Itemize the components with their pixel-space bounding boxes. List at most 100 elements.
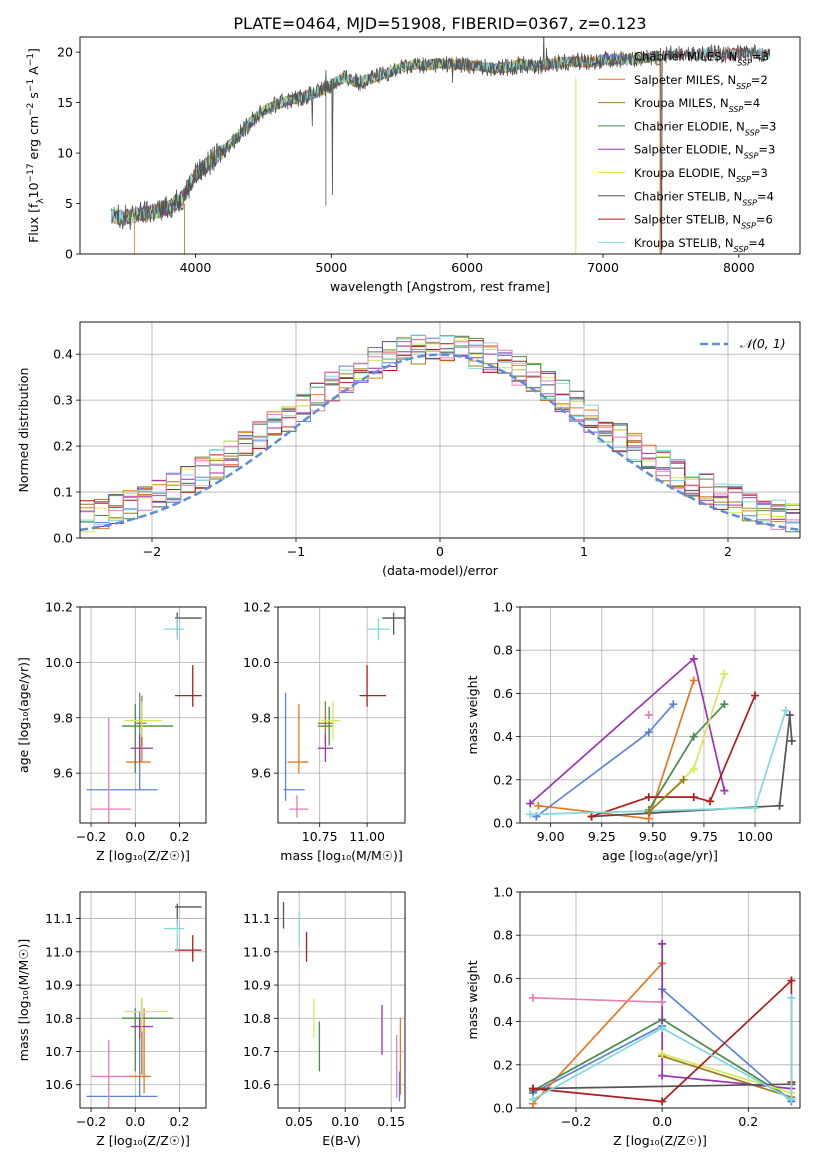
weight-marker — [689, 732, 698, 741]
weight-marker — [787, 736, 796, 745]
y-tick-label: 0.0 — [53, 531, 73, 546]
x-tick-label: 0.0 — [652, 1114, 672, 1129]
legend-entry: Kroupa STELIB, NSSP=4 — [634, 236, 765, 254]
weight-marker — [787, 976, 796, 985]
y-tick-label: 10.6 — [243, 1077, 271, 1092]
y-tick-label: 10.8 — [45, 1011, 73, 1026]
x-tick-label: 0.2 — [170, 1114, 190, 1129]
y-tick-label: 0.0 — [493, 1101, 513, 1116]
y-tick-label: 0.2 — [53, 439, 73, 454]
x-tick-label: −0.2 — [76, 1114, 106, 1129]
weight-marker — [644, 808, 653, 817]
axes-frame — [277, 891, 406, 1109]
x-tick-label: 9.75 — [690, 829, 718, 844]
y-axis-label: age [log₁₀(age/yr)] — [16, 657, 31, 773]
plot-area — [86, 612, 202, 823]
x-axis-label: (data-model)/error — [382, 563, 499, 578]
x-axis-label: Z [log₁₀(Z/Z☉)] — [96, 848, 190, 863]
x-tick-label: 8000 — [723, 260, 755, 275]
weight-marker — [787, 993, 796, 1002]
legend-nssp-value: 4 — [753, 96, 760, 110]
x-tick-label: 11.00 — [349, 829, 385, 844]
x-tick-label: 0.10 — [331, 1114, 359, 1129]
legend-series-name: Kroupa STELIB — [634, 236, 718, 250]
weight-line — [591, 714, 793, 818]
legend-entry: 𝒩(0, 1) — [740, 336, 786, 351]
y-tick-label: 0.6 — [493, 971, 513, 986]
y-axis-label-part: A — [26, 66, 41, 79]
weight-line — [532, 997, 793, 1101]
y-tick-label: 10.8 — [243, 1011, 271, 1026]
legend-nssp-value: 3 — [768, 143, 775, 157]
weight-marker — [787, 1095, 796, 1104]
x-axis-label: E(B-V) — [322, 1133, 361, 1148]
legend-series-name: Chabrier ELODIE — [634, 119, 729, 133]
x-tick-label: −0.2 — [76, 829, 106, 844]
legend-nssp-sub: SSP — [745, 128, 760, 137]
legend-nssp-value: 3 — [769, 119, 776, 133]
plot-area — [110, 37, 771, 254]
y-tick-label: 10.6 — [45, 1077, 73, 1092]
weight-marker — [526, 799, 535, 808]
y-tick-label: 10.7 — [45, 1044, 73, 1059]
x-tick-label: 0.15 — [377, 1114, 405, 1129]
plot-area — [282, 901, 402, 1102]
legend-series-name: Chabrier STELIB — [634, 189, 726, 203]
weight-marker — [644, 793, 653, 802]
legend-nssp-value: 4 — [758, 236, 765, 250]
legend-nssp-sub: SSP — [744, 151, 759, 160]
y-tick-label: 0.2 — [493, 772, 513, 787]
weight-line — [648, 779, 685, 813]
legend-entry: Chabrier ELODIE, NSSP=3 — [634, 119, 776, 137]
y-tick-label: 10.0 — [243, 655, 271, 670]
legend-entry: Salpeter MILES, NSSP=2 — [634, 73, 768, 91]
legend-nssp-sub: SSP — [741, 221, 756, 230]
legend-nssp-eq: = — [748, 236, 758, 250]
y-tick-label: 0.8 — [493, 928, 513, 943]
y-axis-label-part: −17 — [26, 163, 36, 182]
x-tick-label: 9.25 — [588, 829, 616, 844]
x-tick-label: 10.00 — [737, 829, 773, 844]
weight-marker — [781, 706, 790, 715]
x-tick-label: 0.2 — [738, 1114, 758, 1129]
legend-nssp-label: , N — [721, 50, 737, 64]
legend-entry: Chabrier MILES, NSSP=3 — [634, 50, 769, 68]
weight-marker — [751, 691, 760, 700]
legend-nssp-eq: = — [757, 189, 767, 203]
legend-nssp-sub: SSP — [729, 105, 744, 114]
x-tick-label: 0.0 — [125, 829, 145, 844]
panel-massweight-vs-Z: −0.2 0.0 0.2 0.0 0.2 0.4 0.6 0.8 1.0 Z [log₁₀(Z/Z… — [465, 885, 801, 1148]
panel-mass-vs-Z: −0.2 0.0 0.2 10.6 10.7 10.8 10.9 11.0 11.1 Z [log… — [16, 891, 207, 1148]
weight-marker — [751, 803, 760, 812]
weight-marker — [706, 797, 715, 806]
weight-marker — [658, 1097, 667, 1106]
legend-nssp-sub: SSP — [736, 81, 751, 90]
x-tick-label: 10.75 — [302, 829, 338, 844]
x-axis-label: wavelength [Angstrom, rest frame] — [330, 279, 550, 294]
x-tick-label: 2 — [724, 544, 732, 559]
legend-series-name: Salpeter ELODIE — [634, 143, 728, 157]
legend-nssp-eq: = — [752, 50, 762, 64]
weight-marker — [785, 711, 794, 719]
plot-area — [283, 612, 405, 818]
weight-marker — [720, 786, 729, 795]
legend-nssp-eq: = — [751, 73, 761, 87]
weight-marker — [644, 728, 653, 737]
weight-marker — [689, 676, 698, 685]
y-tick-label: 20 — [57, 45, 73, 60]
legend-nssp-eq: = — [756, 213, 766, 227]
legend-series-name: Salpeter STELIB — [634, 213, 725, 227]
legend-nssp-label: , N — [720, 73, 736, 87]
y-tick-label: 0.1 — [53, 485, 73, 500]
weight-marker — [689, 793, 698, 802]
legend-entry: Kroupa ELODIE, NSSP=3 — [634, 166, 768, 184]
legend-nssp-value: 4 — [767, 189, 774, 203]
axes-frame — [277, 606, 406, 824]
y-axis-label: mass weight — [465, 960, 480, 1039]
y-axis-label: mass [log₁₀(M/M☉)] — [16, 939, 31, 1061]
normal-curve — [80, 353, 800, 532]
y-axis-label-part: erg cm — [26, 116, 41, 164]
x-axis-label: Z [log₁₀(Z/Z☉)] — [613, 1133, 707, 1148]
legend-nssp-label: , N — [726, 189, 742, 203]
